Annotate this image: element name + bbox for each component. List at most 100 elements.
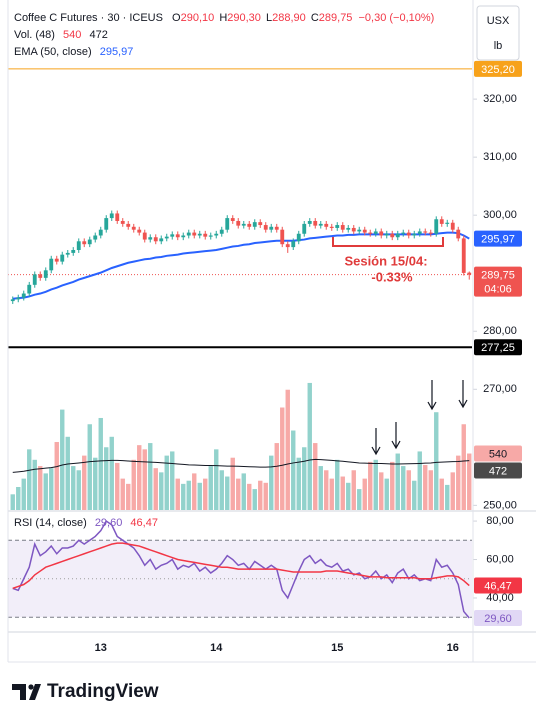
brand-logo	[28, 684, 34, 690]
volume-bar	[170, 451, 175, 510]
candle-body	[346, 227, 351, 230]
last-price-tag-bg	[474, 266, 522, 297]
legend-row: EMA (50, close) 295,97	[14, 46, 133, 58]
volume-ma-tag: 472	[489, 465, 507, 477]
volume-bar	[362, 478, 367, 510]
candle-body	[313, 220, 318, 226]
currency-box[interactable]	[476, 5, 520, 61]
candle-body	[203, 233, 208, 237]
candle-body	[467, 272, 472, 275]
volume-bar	[401, 466, 406, 510]
volume-ma-value: 472	[89, 29, 107, 41]
candle-body	[291, 241, 296, 248]
volume-bar	[203, 478, 208, 510]
candle-body	[406, 232, 411, 236]
volume-bar	[21, 478, 26, 510]
ohlc-value: 290,10	[181, 12, 215, 24]
candle-body	[49, 258, 54, 271]
volume-bar	[368, 461, 373, 510]
candle-body	[439, 219, 444, 224]
volume-bar	[241, 473, 246, 510]
candle-body	[164, 236, 169, 239]
unit: lb	[494, 40, 503, 52]
volume-legend: Vol. (48)	[14, 29, 55, 41]
brand-logo	[12, 684, 41, 700]
volume-bar	[373, 459, 378, 510]
volume-bar	[208, 466, 213, 510]
last-price-tag: 289,75	[481, 270, 515, 282]
volume-bar	[417, 451, 422, 510]
candle-body	[247, 223, 252, 227]
volume-bar	[461, 424, 466, 510]
rsi-value: 29,60	[95, 517, 123, 529]
volume-bar	[318, 466, 323, 510]
rsi-ma-tag: 46,47	[484, 580, 512, 592]
volume-ma-line	[12, 458, 470, 473]
rsi-ma-value: 46,47	[130, 517, 158, 529]
volume-bar	[82, 455, 87, 510]
candle-body	[263, 225, 268, 230]
candle-body	[109, 213, 114, 219]
candle-body	[197, 233, 202, 236]
volume-bar	[65, 436, 70, 510]
candle-body	[208, 235, 213, 237]
level-tag: 325,20	[481, 64, 515, 76]
volume-tag: 540	[489, 448, 507, 460]
candle-body	[357, 229, 362, 232]
rsi-legend: RSI (14, close)	[14, 517, 87, 529]
candle-body	[54, 258, 59, 262]
volume-bar	[186, 480, 191, 510]
volume-bar	[49, 468, 54, 510]
volume-bar	[467, 453, 472, 510]
volume-bar	[181, 483, 186, 510]
candle-body	[98, 229, 103, 236]
y-tick-label: 40,00	[486, 592, 514, 604]
candle-body	[219, 229, 224, 234]
candle-body	[417, 231, 422, 234]
candle-body	[258, 222, 263, 226]
rsi-tag: 29,60	[484, 613, 512, 625]
candle-body	[335, 225, 340, 228]
candle-body	[82, 241, 87, 245]
candle-body	[368, 232, 373, 234]
level-tag: 277,25	[481, 342, 515, 354]
ohlc-key: C	[311, 12, 319, 24]
candle-body	[329, 226, 334, 228]
candle-body	[269, 226, 274, 230]
candle-body	[32, 274, 37, 285]
volume-bar	[302, 447, 307, 510]
volume-bar	[93, 457, 98, 510]
volume-bar	[131, 459, 136, 510]
volume-bar	[390, 461, 395, 510]
x-tick-label: 16	[447, 642, 459, 654]
volume-bar	[456, 455, 461, 510]
volume-bar	[379, 472, 384, 510]
candle-body	[214, 233, 219, 236]
y-tick-label: 80,00	[486, 515, 514, 527]
volume-bar	[10, 494, 15, 510]
volume-bar	[450, 472, 455, 510]
rsi-ma-line	[12, 542, 470, 590]
candle-body	[285, 244, 290, 248]
ema-legend: EMA (50, close)	[14, 46, 92, 58]
volume-bar	[120, 478, 125, 510]
volume-bar	[175, 478, 180, 510]
volume-bar	[87, 424, 92, 510]
y-tick-label: 270,00	[483, 383, 517, 395]
volume-bar	[412, 480, 417, 510]
volume-bar	[98, 417, 103, 510]
candle-body	[115, 213, 120, 221]
candle-body	[324, 223, 329, 227]
plot-layer: 250,00 270,00 280,00 300,00 310,00 320,00 13 14…	[8, 68, 517, 654]
volume-bar	[159, 472, 164, 510]
volume-bar	[27, 449, 32, 510]
y-tick-label: 280,00	[483, 325, 517, 337]
candle-body	[280, 229, 285, 245]
volume-ma-tag-bg	[474, 462, 522, 479]
arrows	[371, 380, 468, 456]
volume-value: 540	[63, 29, 81, 41]
candle-body	[186, 232, 191, 236]
volume-bar	[219, 470, 224, 510]
candle-body	[126, 223, 131, 227]
